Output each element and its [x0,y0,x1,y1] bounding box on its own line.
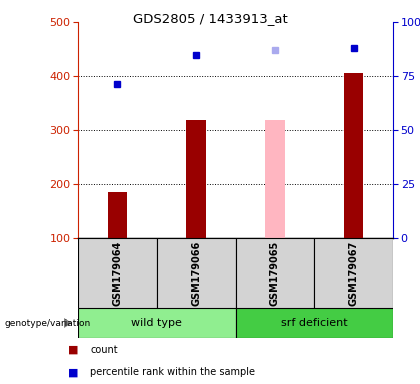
Bar [344,73,363,238]
Bar [78,308,236,338]
Text: ■: ■ [68,345,79,355]
Text: GSM179067: GSM179067 [349,240,359,306]
Text: GSM179066: GSM179066 [191,240,201,306]
Polygon shape [64,318,72,328]
Text: ■: ■ [68,367,79,377]
Bar [236,238,314,308]
Text: GSM179064: GSM179064 [113,240,122,306]
Bar [78,238,157,308]
Bar [108,192,127,238]
Text: percentile rank within the sample: percentile rank within the sample [90,367,255,377]
Bar [314,238,393,308]
Text: srf deficient: srf deficient [281,318,348,328]
Bar [265,120,285,238]
Text: GDS2805 / 1433913_at: GDS2805 / 1433913_at [133,12,287,25]
Text: count: count [90,345,118,355]
Text: wild type: wild type [131,318,182,328]
Bar [186,120,206,238]
Bar [236,308,393,338]
Text: GSM179065: GSM179065 [270,240,280,306]
Text: genotype/variation: genotype/variation [4,318,90,328]
Bar [157,238,236,308]
